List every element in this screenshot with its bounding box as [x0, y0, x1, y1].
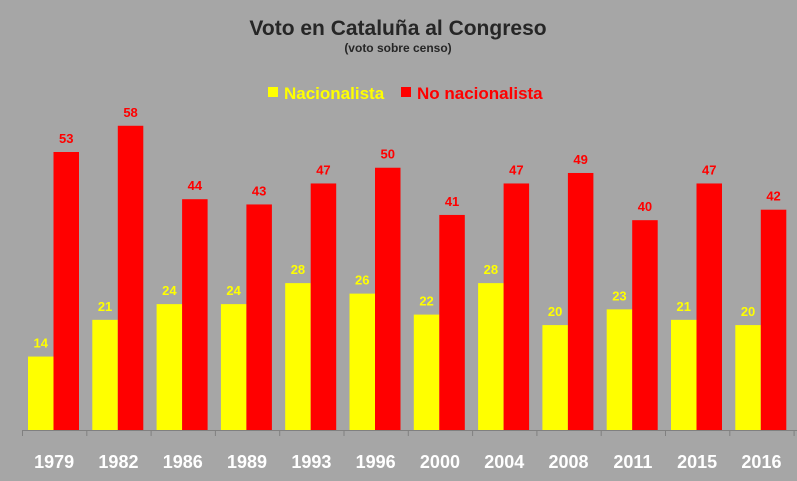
data-label: 47: [509, 162, 523, 177]
x-tick-label: 2011: [613, 452, 652, 472]
bar-nacionalista: [220, 304, 247, 430]
bar-no-nacionalista: [439, 214, 465, 430]
bar-nacionalista: [413, 314, 440, 430]
bar-no-nacionalista: [632, 220, 658, 430]
data-label: 28: [484, 262, 498, 277]
legend-swatch-no-nacionalista: [401, 87, 411, 97]
data-label: 58: [123, 105, 137, 120]
data-label: 22: [419, 294, 433, 309]
data-label: 43: [252, 183, 266, 198]
bar-nacionalista: [478, 283, 504, 430]
x-tick-label: 1982: [98, 452, 138, 472]
legend-label-nacionalista: Nacionalista: [284, 84, 385, 103]
data-label: 42: [766, 189, 780, 204]
data-label: 49: [573, 152, 587, 167]
bar-nacionalista: [542, 325, 568, 430]
bar-no-nacionalista: [760, 209, 787, 430]
bar-nacionalista: [156, 304, 183, 430]
x-tick-label: 2015: [677, 452, 717, 472]
x-tick-label: 2008: [549, 452, 589, 472]
bar-no-nacionalista: [503, 183, 530, 430]
data-label: 21: [677, 299, 691, 314]
bar-no-nacionalista: [246, 204, 272, 430]
data-label: 21: [98, 299, 112, 314]
x-tick-label: 2016: [741, 452, 781, 472]
bar-nacionalista: [671, 319, 697, 430]
legend: Nacionalista No nacionalista: [268, 84, 543, 103]
data-label: 44: [188, 178, 203, 193]
legend-label-no-nacionalista: No nacionalista: [417, 84, 543, 103]
bar-nacionalista: [349, 293, 375, 430]
data-label: 24: [226, 283, 241, 298]
bar-no-nacionalista: [53, 152, 79, 430]
bar-nacionalista: [92, 319, 118, 430]
bar-no-nacionalista: [182, 199, 208, 430]
data-label: 47: [702, 162, 716, 177]
bar-no-nacionalista: [310, 183, 337, 430]
x-tick-label: 1979: [34, 452, 74, 472]
chart-title: Voto en Cataluña al Congreso: [249, 17, 546, 40]
data-label: 26: [355, 273, 369, 288]
data-label: 53: [59, 131, 73, 146]
data-label: 50: [381, 147, 395, 162]
bar-nacionalista: [606, 309, 633, 430]
data-label: 28: [291, 262, 305, 277]
data-label: 23: [612, 288, 626, 303]
data-label: 20: [548, 304, 562, 319]
data-label: 41: [445, 194, 459, 209]
legend-swatch-nacionalista: [268, 87, 278, 97]
x-tick-label: 2004: [484, 452, 524, 472]
bar-no-nacionalista: [375, 167, 401, 431]
bar-nacionalista: [28, 356, 54, 430]
bar-no-nacionalista: [117, 125, 144, 430]
x-tick-label: 1989: [227, 452, 267, 472]
data-label: 24: [162, 283, 177, 298]
bar-no-nacionalista: [567, 172, 594, 430]
data-label: 14: [34, 336, 49, 351]
x-tick-label: 2000: [420, 452, 460, 472]
bar-nacionalista: [285, 283, 311, 430]
bar-no-nacionalista: [696, 183, 722, 430]
x-tick-label: 1986: [163, 452, 203, 472]
x-tick-label: 1993: [291, 452, 331, 472]
bar-nacionalista: [735, 325, 761, 430]
data-label: 20: [741, 304, 755, 319]
chart-subtitle: (voto sobre censo): [344, 41, 451, 55]
x-tick-label: 1996: [356, 452, 396, 472]
data-label: 40: [638, 199, 652, 214]
data-label: 47: [316, 162, 330, 177]
